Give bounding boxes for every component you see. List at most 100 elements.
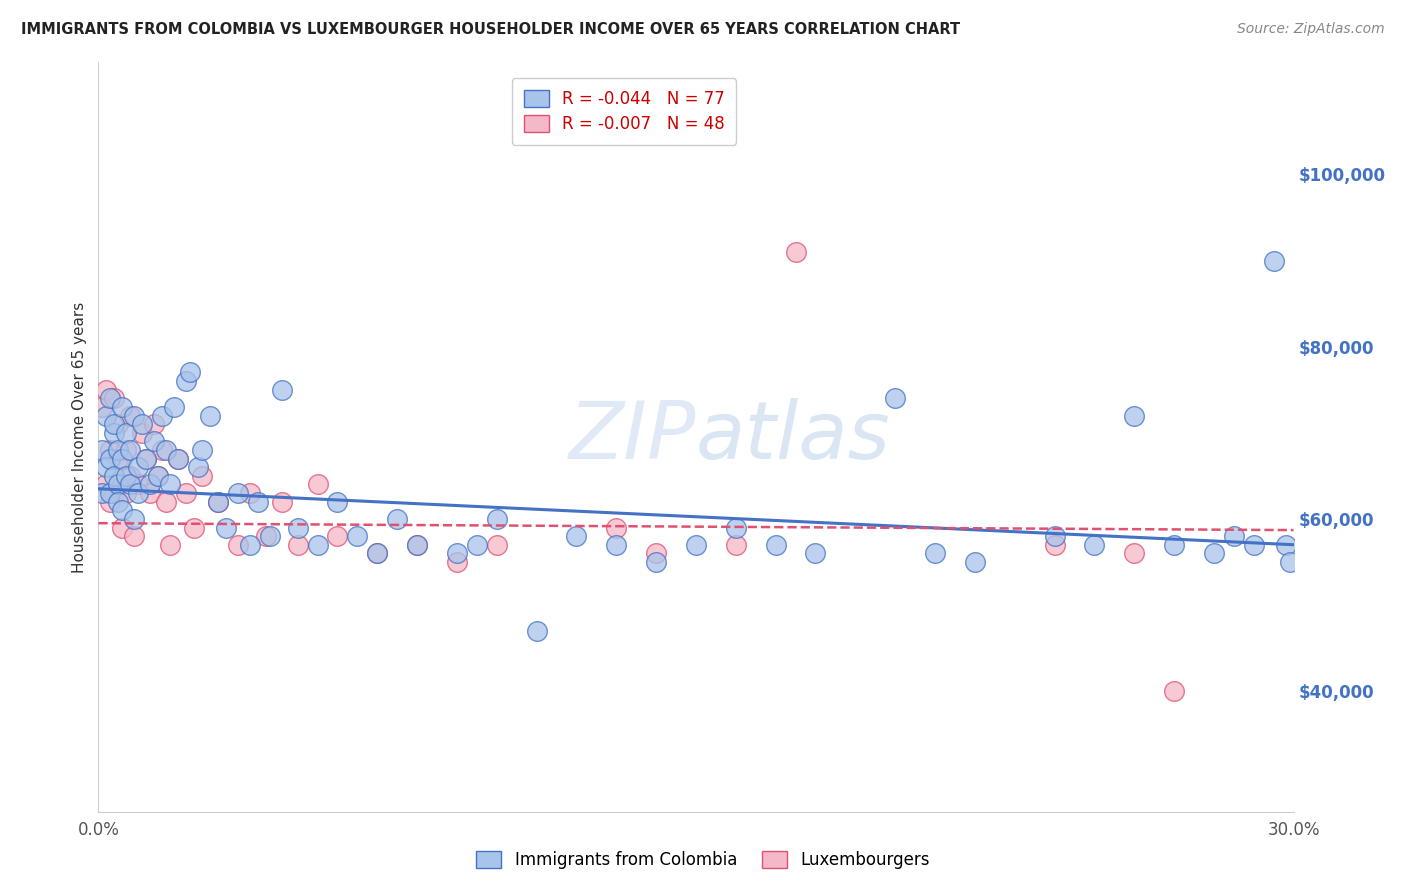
Point	[174, 486, 197, 500]
Point	[98, 494, 122, 508]
Point	[91, 400, 114, 414]
Point	[124, 409, 146, 423]
Point	[259, 529, 281, 543]
Point	[963, 555, 986, 569]
Point	[174, 374, 197, 388]
Point	[724, 538, 747, 552]
Point	[366, 546, 388, 560]
Point	[163, 400, 186, 414]
Point	[884, 392, 907, 406]
Point	[111, 400, 134, 414]
Point	[465, 538, 488, 552]
Point	[1123, 546, 1146, 560]
Point	[645, 546, 668, 560]
Point	[239, 486, 262, 500]
Point	[167, 451, 190, 466]
Point	[96, 409, 118, 423]
Point	[804, 546, 827, 560]
Point	[124, 512, 146, 526]
Legend: R = -0.044   N = 77, R = -0.007   N = 48: R = -0.044 N = 77, R = -0.007 N = 48	[512, 78, 737, 145]
Point	[127, 460, 149, 475]
Point	[143, 434, 166, 449]
Point	[765, 538, 787, 552]
Y-axis label: Householder Income Over 65 years: Householder Income Over 65 years	[72, 301, 87, 573]
Point	[135, 451, 157, 466]
Point	[605, 538, 627, 552]
Point	[120, 477, 142, 491]
Point	[127, 486, 149, 500]
Point	[270, 383, 292, 397]
Point	[167, 451, 190, 466]
Point	[96, 460, 118, 475]
Point	[207, 494, 229, 508]
Point	[187, 460, 209, 475]
Point	[645, 555, 668, 569]
Point	[143, 417, 166, 432]
Point	[565, 529, 588, 543]
Point	[115, 442, 138, 457]
Point	[183, 520, 205, 534]
Point	[107, 477, 129, 491]
Point	[226, 486, 249, 500]
Legend: Immigrants from Colombia, Luxembourgers: Immigrants from Colombia, Luxembourgers	[467, 841, 939, 880]
Point	[254, 529, 277, 543]
Point	[148, 468, 170, 483]
Point	[103, 468, 125, 483]
Point	[446, 546, 468, 560]
Point	[685, 538, 707, 552]
Point	[150, 409, 173, 423]
Point	[120, 468, 142, 483]
Point	[135, 451, 157, 466]
Point	[239, 538, 262, 552]
Point	[131, 425, 153, 440]
Point	[485, 538, 508, 552]
Point	[385, 512, 409, 526]
Point	[103, 425, 125, 440]
Point	[526, 624, 548, 638]
Point	[198, 409, 221, 423]
Point	[346, 529, 368, 543]
Text: atlas: atlas	[696, 398, 891, 476]
Point	[1163, 538, 1185, 552]
Point	[103, 486, 125, 500]
Point	[98, 442, 122, 457]
Point	[155, 494, 177, 508]
Point	[307, 477, 329, 491]
Point	[98, 392, 122, 406]
Point	[139, 477, 162, 491]
Point	[1243, 538, 1265, 552]
Point	[124, 529, 146, 543]
Point	[107, 451, 129, 466]
Point	[98, 451, 122, 466]
Point	[366, 546, 388, 560]
Text: IMMIGRANTS FROM COLOMBIA VS LUXEMBOURGER HOUSEHOLDER INCOME OVER 65 YEARS CORREL: IMMIGRANTS FROM COLOMBIA VS LUXEMBOURGER…	[21, 22, 960, 37]
Point	[107, 417, 129, 432]
Point	[120, 409, 142, 423]
Point	[307, 538, 329, 552]
Point	[924, 546, 946, 560]
Point	[159, 538, 181, 552]
Point	[115, 468, 138, 483]
Point	[103, 417, 125, 432]
Point	[191, 468, 214, 483]
Point	[91, 486, 114, 500]
Point	[1123, 409, 1146, 423]
Point	[191, 442, 214, 457]
Point	[115, 486, 138, 500]
Point	[406, 538, 429, 552]
Point	[159, 477, 181, 491]
Point	[98, 486, 122, 500]
Point	[1083, 538, 1105, 552]
Text: Source: ZipAtlas.com: Source: ZipAtlas.com	[1237, 22, 1385, 37]
Point	[91, 442, 114, 457]
Point	[139, 486, 162, 500]
Point	[103, 392, 125, 406]
Point	[406, 538, 429, 552]
Point	[1043, 538, 1066, 552]
Point	[785, 244, 807, 259]
Point	[287, 538, 309, 552]
Point	[1223, 529, 1246, 543]
Point	[111, 451, 134, 466]
Point	[131, 417, 153, 432]
Point	[1202, 546, 1225, 560]
